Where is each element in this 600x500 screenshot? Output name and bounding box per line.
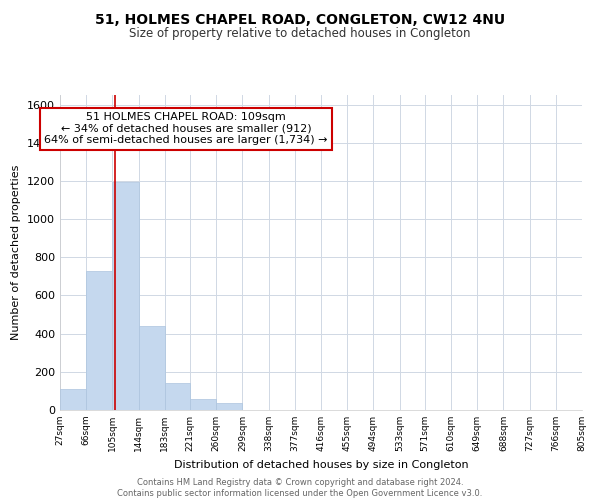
Text: 51, HOLMES CHAPEL ROAD, CONGLETON, CW12 4NU: 51, HOLMES CHAPEL ROAD, CONGLETON, CW12 … (95, 12, 505, 26)
Text: Contains HM Land Registry data © Crown copyright and database right 2024.
Contai: Contains HM Land Registry data © Crown c… (118, 478, 482, 498)
Bar (164, 384, 190, 410)
Text: 51 HOLMES CHAPEL ROAD: 109sqm
← 34% of detached houses are smaller (912)
64% of : 51 HOLMES CHAPEL ROAD: 109sqm ← 34% of d… (44, 112, 328, 146)
Bar (217, 404, 242, 410)
Bar (190, 398, 217, 410)
Text: Size of property relative to detached houses in Congleton: Size of property relative to detached ho… (129, 28, 471, 40)
Bar (60, 389, 86, 410)
Bar (139, 326, 164, 410)
Bar (86, 270, 112, 410)
X-axis label: Distribution of detached houses by size in Congleton: Distribution of detached houses by size … (173, 460, 469, 469)
Y-axis label: Number of detached properties: Number of detached properties (11, 165, 22, 340)
Bar (112, 182, 139, 410)
